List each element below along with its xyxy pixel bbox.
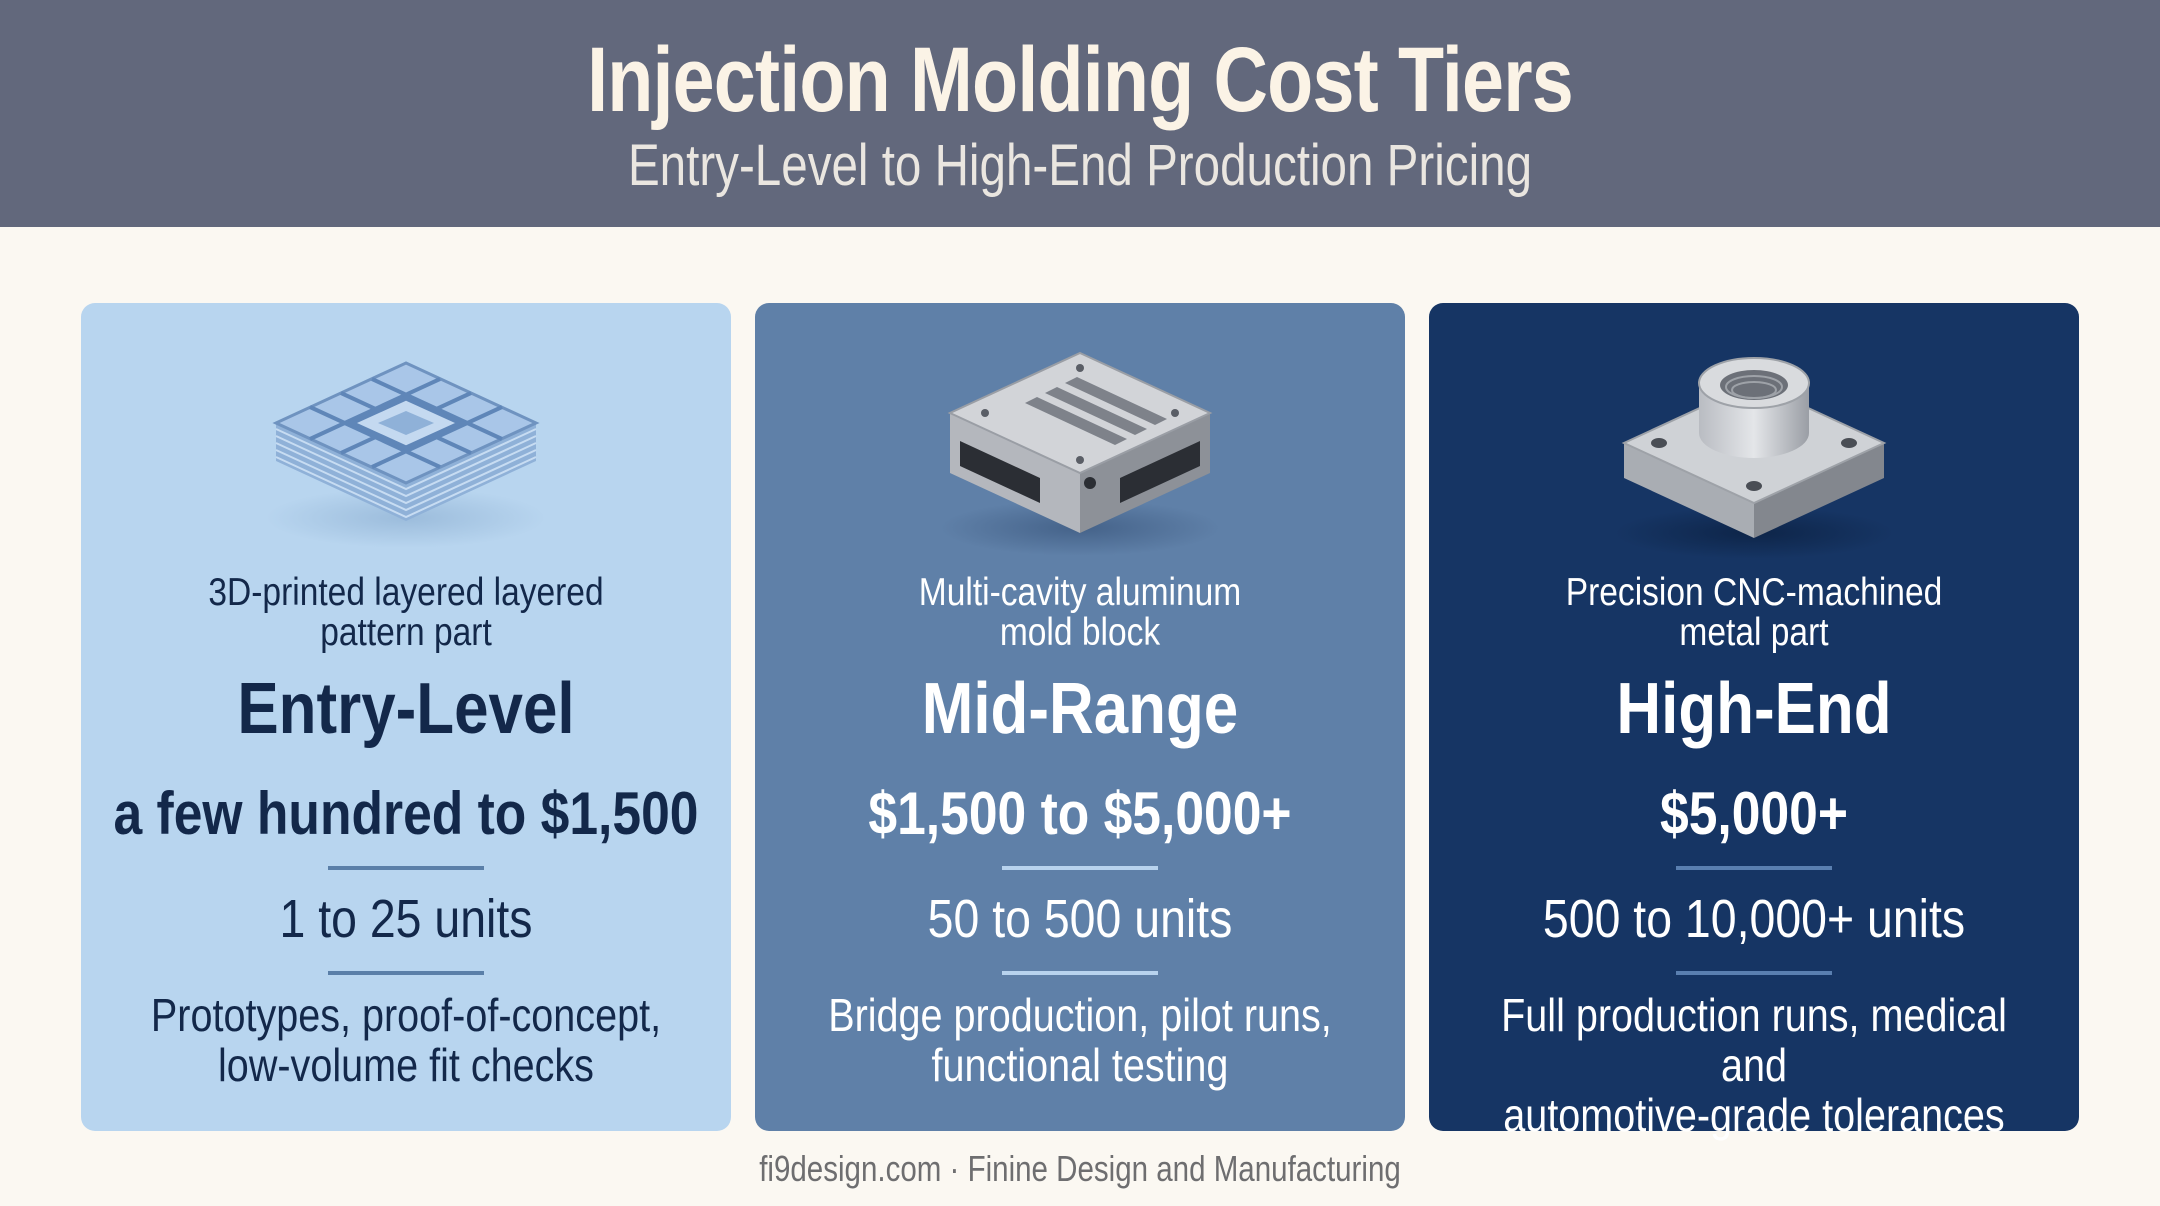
page-subtitle: Entry-Level to High-End Production Prici… [627, 133, 1533, 198]
header-banner: Injection Molding Cost Tiers Entry-Level… [0, 0, 2160, 227]
page-title: Injection Molding Cost Tiers [587, 29, 1574, 131]
tier-description: Bridge production, pilot runs, functiona… [828, 989, 1332, 1091]
footer-credit: fi9design.com · Finine Design and Manufa… [759, 1148, 1401, 1189]
tier-caption: 3D-printed layered layered pattern part [208, 571, 604, 654]
tier-name: Entry-Level [237, 669, 575, 749]
tier-units: 500 to 10,000+ units [1542, 889, 1966, 949]
tier-name: High-End [1616, 669, 1892, 749]
tier-price: $1,500 to $5,000+ [868, 780, 1292, 847]
tier-units: 50 to 500 units [927, 889, 1233, 949]
divider [328, 971, 484, 975]
tier-description: Prototypes, proof-of-concept, low-volume… [150, 989, 662, 1091]
tier-card-entry-level: 3D-printed layered layered pattern part … [81, 303, 731, 1131]
tier-card-mid-range: Multi-cavity aluminum mold block Mid-Ran… [755, 303, 1405, 1131]
tier-price: $5,000+ [1660, 780, 1848, 847]
tier-description: Full production runs, medical and automo… [1501, 989, 2007, 1141]
tier-card-high-end: Precision CNC-machined metal part High-E… [1429, 303, 2079, 1140]
tier-caption: Precision CNC-machined metal part [1565, 571, 1943, 654]
divider [1002, 971, 1158, 975]
divider [1676, 866, 1832, 870]
tier-units: 1 to 25 units [279, 889, 533, 949]
divider [1002, 866, 1158, 870]
tier-name: Mid-Range [921, 669, 1239, 749]
3d-printed-part-icon [266, 361, 546, 548]
mold-block-icon [940, 351, 1220, 556]
tier-price: a few hundred to $1,500 [113, 780, 699, 847]
divider [328, 866, 484, 870]
tier-caption: Multi-cavity aluminum mold block [918, 571, 1242, 654]
divider [1676, 971, 1832, 975]
cnc-part-icon [1614, 357, 1894, 559]
